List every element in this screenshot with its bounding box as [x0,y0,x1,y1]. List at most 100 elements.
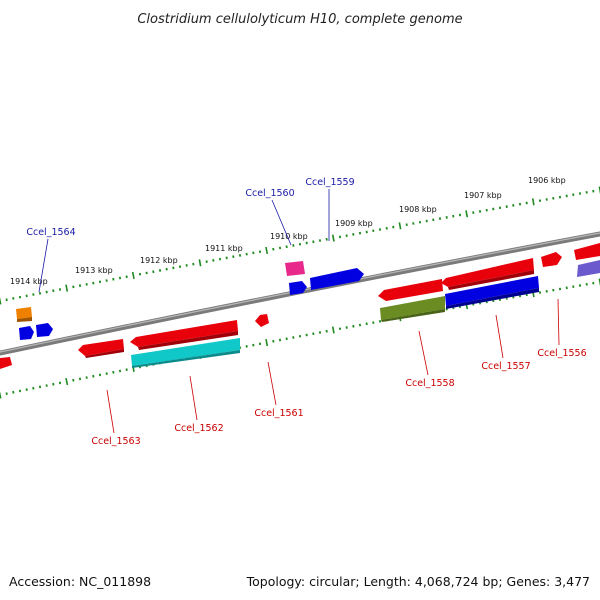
minor-tick [205,260,208,263]
minor-tick [105,279,108,282]
major-tick [65,377,69,386]
top-strand-genes [16,243,600,340]
gene-feature-red[interactable] [378,279,443,301]
minor-tick [12,297,15,300]
minor-tick [172,266,175,270]
minor-tick [52,289,55,293]
minor-tick [5,392,8,395]
minor-tick [125,275,128,279]
leader-line [267,361,277,406]
gene-feature-red[interactable] [541,252,562,267]
minor-tick [52,382,55,386]
topology-text: Topology: circular; Length: 4,068,724 bp… [246,574,590,589]
minor-tick [192,262,195,266]
gene-feature-red[interactable] [255,314,269,327]
minor-tick [292,244,295,247]
minor-tick [45,290,48,294]
gene-label-ccel-1564[interactable]: Ccel_1564 [26,227,75,238]
minor-tick [252,343,255,347]
minor-tick [272,247,275,251]
minor-tick [92,374,95,378]
kbp-label: 1906 kbp [528,176,566,185]
minor-tick [5,298,8,302]
minor-tick [272,339,275,343]
major-tick [198,259,202,267]
minor-tick [105,372,108,375]
gene-feature-blue[interactable] [445,276,539,306]
gene-feature-magenta[interactable] [285,261,305,276]
leader-line [557,298,560,346]
gene-label-ccel-1560[interactable]: Ccel_1560 [245,188,294,199]
gene-feature-red[interactable] [0,357,12,369]
gene-feature-olive-shade [381,309,445,322]
gene-feature-red-shade [448,270,534,290]
major-tick [265,246,269,255]
minor-tick [312,240,315,244]
major-tick [398,222,402,230]
gene-feature-red[interactable] [78,339,124,356]
minor-tick [85,283,88,286]
gene-feature-red[interactable] [574,243,600,260]
minor-tick [32,293,35,296]
gene-label-ccel-1556[interactable]: Ccel_1556 [537,348,586,359]
gene-feature-red-shade [138,331,238,350]
gene-feature-blue[interactable] [289,281,307,295]
gene-feature-olive[interactable] [380,296,445,320]
gene-feature-blue[interactable] [19,326,34,340]
gene-feature-blue[interactable] [310,268,364,290]
gene-feature-orange-shade [17,317,32,322]
minor-tick [252,251,255,255]
major-tick [331,234,335,242]
major-tick [265,338,269,347]
kbp-label: 1911 kbp [205,244,243,253]
major-tick [0,297,2,305]
gene-label-ccel-1562[interactable]: Ccel_1562 [174,423,223,434]
gene-feature-blue-shade [446,288,539,309]
gene-label-ccel-1557[interactable]: Ccel_1557 [481,361,530,372]
gene-feature-red-shade [85,349,124,358]
minor-tick [245,345,248,348]
kbp-label: 1910 kbp [270,232,308,241]
gene-label-ccel-1561[interactable]: Ccel_1561 [254,408,303,419]
leader-line [106,389,115,434]
gene-label-ccel-1563[interactable]: Ccel_1563 [91,436,140,447]
gene-feature-blue[interactable] [36,323,53,337]
minor-tick [25,388,28,391]
kbp-label: 1914 kbp [10,277,48,286]
minor-tick [292,336,295,339]
minor-tick [85,376,88,379]
gene-label-ccel-1558[interactable]: Ccel_1558 [405,378,454,389]
gene-feature-orange[interactable] [16,307,32,319]
minor-tick [305,333,308,337]
minor-tick [145,271,148,275]
minor-tick [165,267,168,271]
minor-tick [305,241,308,245]
kbp-label: 1912 kbp [140,256,178,265]
minor-tick [225,256,228,260]
minor-tick [72,285,75,289]
kbp-label: 1909 kbp [335,219,373,228]
gene-labels: Ccel_1564 Ccel_1560 Ccel_1559 Ccel_1563 … [26,177,586,447]
kbp-scale-labels: 1914 kbp 1913 kbp 1912 kbp 1911 kbp 1910… [10,176,566,286]
kbp-label: 1908 kbp [399,205,437,214]
top-strand-ticks [0,186,600,305]
minor-tick [232,255,235,258]
major-tick [531,198,535,206]
minor-tick [32,386,35,390]
major-tick [0,391,2,399]
gene-feature-slate[interactable] [577,260,600,277]
major-tick [331,326,335,334]
leader-line [418,330,429,376]
minor-tick [345,326,348,329]
gene-feature-red[interactable] [441,258,534,287]
minor-tick [25,294,28,298]
kbp-label: 1907 kbp [464,191,502,200]
accession-text: Accession: NC_011898 [9,574,151,589]
gene-label-ccel-1559[interactable]: Ccel_1559 [305,177,354,188]
minor-tick [312,332,315,336]
major-tick [131,271,135,280]
minor-tick [45,384,48,387]
gene-feature-cyan[interactable] [131,338,240,366]
gene-feature-red[interactable] [130,320,238,347]
